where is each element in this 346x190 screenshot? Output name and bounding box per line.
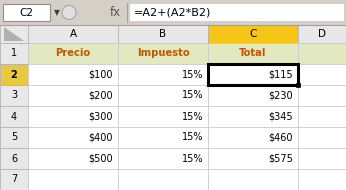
Bar [0,43,28,64]
Bar [118,169,208,190]
Bar [208,85,298,106]
Bar [28,148,118,169]
Bar [0,25,28,43]
Bar [0,127,28,148]
Bar [118,85,208,106]
Text: 2: 2 [11,70,17,79]
Bar [298,106,346,127]
Bar [298,85,346,106]
Text: Total: Total [239,48,267,59]
Text: 5: 5 [11,132,17,142]
Bar [28,127,118,148]
Bar [0,0,346,25]
Text: 15%: 15% [182,154,203,164]
Bar [208,169,298,190]
Text: 1: 1 [11,48,17,59]
Bar [0,85,28,106]
Bar [118,25,208,43]
Bar [208,148,298,169]
Text: B: B [160,29,166,39]
Text: =A2+(A2*B2): =A2+(A2*B2) [134,7,211,17]
Polygon shape [4,27,24,41]
Text: 15%: 15% [182,90,203,101]
Bar [208,43,298,64]
Text: 3: 3 [11,90,17,101]
Bar [0,148,28,169]
Text: $500: $500 [88,154,113,164]
Text: $100: $100 [89,70,113,79]
Text: $300: $300 [89,112,113,121]
Bar [118,127,208,148]
Text: ▼: ▼ [54,8,60,17]
Bar [118,148,208,169]
Text: C2: C2 [19,7,34,17]
Bar [298,148,346,169]
Text: $115: $115 [268,70,293,79]
Text: $230: $230 [268,90,293,101]
Bar [208,25,298,43]
Bar [208,64,298,85]
Text: Precio: Precio [55,48,91,59]
Bar [0,106,28,127]
Text: $460: $460 [268,132,293,142]
Bar [28,106,118,127]
Text: fx: fx [109,6,120,19]
Text: D: D [318,29,326,39]
Bar [3,4,50,21]
Text: 15%: 15% [182,112,203,121]
Bar [208,64,298,85]
Bar [208,106,298,127]
Text: $575: $575 [268,154,293,164]
Text: 6: 6 [11,154,17,164]
Circle shape [62,6,76,20]
Bar [28,64,118,85]
Bar [298,169,346,190]
Bar [28,25,118,43]
Text: 4: 4 [11,112,17,121]
Bar [298,127,346,148]
Bar [295,82,300,86]
Bar [28,43,118,64]
Text: $400: $400 [89,132,113,142]
Bar [298,43,346,64]
Bar [208,127,298,148]
Text: $200: $200 [88,90,113,101]
Bar [0,64,28,85]
Text: 15%: 15% [182,70,203,79]
Bar [298,64,346,85]
Text: C: C [249,29,257,39]
Bar [118,43,208,64]
Bar [298,25,346,43]
Bar [118,106,208,127]
Bar [0,169,28,190]
Bar [118,64,208,85]
Text: A: A [70,29,76,39]
Text: 15%: 15% [182,132,203,142]
Bar [130,4,344,21]
Text: $345: $345 [268,112,293,121]
Bar [28,169,118,190]
Text: 7: 7 [11,174,17,184]
Text: Impuesto: Impuesto [137,48,189,59]
Bar [28,85,118,106]
